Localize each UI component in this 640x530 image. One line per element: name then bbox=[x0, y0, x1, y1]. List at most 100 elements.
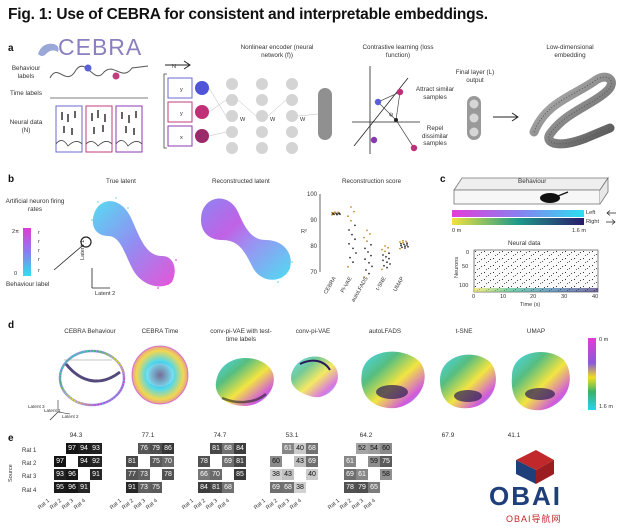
matrix-cell: 75 bbox=[150, 482, 162, 493]
psi-label: ψ bbox=[389, 112, 393, 118]
score-point bbox=[388, 257, 390, 260]
panel-a-label: a bbox=[8, 43, 14, 54]
score-point bbox=[355, 252, 357, 254]
source-axis-label: Source bbox=[8, 464, 14, 482]
matrix-cell bbox=[270, 443, 282, 454]
matrix-cell: 94 bbox=[78, 443, 90, 454]
matrix-cell bbox=[344, 443, 356, 454]
matrix-cell: 69 bbox=[270, 482, 282, 493]
score-point bbox=[363, 276, 365, 279]
matrix-cell: 75 bbox=[380, 456, 392, 467]
score-point bbox=[363, 236, 365, 239]
matrix-cell: 75 bbox=[150, 456, 162, 467]
true-latent-plot bbox=[91, 197, 177, 289]
matrix-cell: 96 bbox=[66, 482, 78, 493]
score-ytick: 80 bbox=[310, 244, 317, 250]
score-point bbox=[348, 229, 350, 231]
matrix-cell: 61 bbox=[282, 443, 294, 454]
score-point bbox=[386, 266, 388, 269]
matrix-cell bbox=[162, 482, 174, 493]
xtick-10: 10 bbox=[500, 294, 507, 300]
neural-data-title: Neural data bbox=[508, 240, 541, 247]
matrix-cell: 77 bbox=[126, 469, 138, 480]
score-point bbox=[404, 247, 406, 249]
d-title-autolfads: autoLFADS bbox=[368, 328, 402, 335]
matrix-cell: 81 bbox=[210, 443, 222, 454]
score-point bbox=[401, 246, 403, 249]
r4-label: r bbox=[38, 257, 40, 263]
panel-b-label: b bbox=[8, 174, 15, 185]
score-point bbox=[388, 252, 390, 255]
score-ylabel: R² bbox=[301, 229, 307, 235]
embedding-title: Low-dimensional embedding bbox=[546, 44, 594, 59]
score-point bbox=[351, 233, 353, 236]
matrix-cell: 52 bbox=[356, 443, 368, 454]
embedding-umap bbox=[511, 352, 570, 411]
matrix-score: 74.7 bbox=[213, 432, 227, 439]
score-point bbox=[404, 245, 406, 248]
xtick-30: 30 bbox=[561, 294, 568, 300]
matrix-cell: 38 bbox=[270, 469, 282, 480]
matrix-cell: 61 bbox=[344, 456, 356, 467]
matrix-cell bbox=[198, 443, 210, 454]
cebra-logo-mark bbox=[38, 43, 59, 56]
behaviour-labels-text: Behaviour labels bbox=[11, 65, 41, 80]
score-point bbox=[364, 247, 366, 250]
score-umap: 41.1 bbox=[507, 432, 521, 439]
score-point bbox=[364, 258, 366, 261]
d-cbar-top: 0 m bbox=[599, 337, 609, 343]
matrix-cell bbox=[150, 469, 162, 480]
arrow-2 bbox=[493, 112, 519, 122]
matrix-cell bbox=[222, 469, 234, 480]
pos-1-6-label: 1.6 m bbox=[572, 228, 586, 234]
matrix-cell: 68 bbox=[222, 443, 234, 454]
raster-plot bbox=[473, 249, 599, 293]
n-label: N bbox=[172, 64, 177, 70]
watermark-brand: OBAI bbox=[489, 481, 562, 511]
d-axis-latent3: Latent 3 bbox=[28, 404, 45, 409]
encoder-title: Nonlinear encoder (neural network (f)) bbox=[240, 44, 314, 59]
matrix-cell: 76 bbox=[138, 443, 150, 454]
d-axis-latent2: Latent 2 bbox=[62, 414, 79, 419]
score-point bbox=[348, 242, 350, 245]
matrix-cell: 38 bbox=[294, 482, 306, 493]
matrix-cell: 54 bbox=[368, 443, 380, 454]
score-ytick: 70 bbox=[310, 270, 317, 276]
d-axis-latent1: Latent 1 bbox=[44, 408, 61, 413]
matrix-cell: 97 bbox=[66, 443, 78, 454]
matrix-cell: 60 bbox=[380, 443, 392, 454]
d-cbar-bottom: 1.6 m bbox=[599, 404, 613, 410]
attract-text: Attract similar samples bbox=[415, 86, 455, 101]
matrix-cell: 43 bbox=[294, 456, 306, 467]
matrix-cell bbox=[234, 482, 246, 493]
contrastive-diagram bbox=[352, 66, 420, 154]
matrix-cell: 78 bbox=[162, 469, 174, 480]
repel-text: Repel dissimilar samples bbox=[421, 125, 449, 147]
score-ytick: 90 bbox=[310, 218, 317, 224]
x-label: x bbox=[180, 135, 183, 141]
score-point bbox=[407, 245, 409, 248]
direction-arrows bbox=[606, 210, 616, 225]
matrix-cell: 70 bbox=[210, 469, 222, 480]
panel-e-label: e bbox=[8, 433, 14, 444]
score-point bbox=[366, 240, 368, 243]
matrix-cell: 81 bbox=[234, 456, 246, 467]
matrix-cell: 68 bbox=[306, 443, 318, 454]
d-title-cebra-behaviour: CEBRA Behaviour bbox=[64, 328, 116, 335]
matrix-cell: 58 bbox=[380, 469, 392, 480]
matrix-cell: 93 bbox=[54, 469, 66, 480]
score-point bbox=[382, 254, 384, 256]
panel-d-label: d bbox=[8, 320, 15, 331]
pos-0-label: 0 m bbox=[452, 228, 462, 234]
matrix-cell: 96 bbox=[66, 469, 78, 480]
score-point bbox=[354, 224, 356, 227]
score-point bbox=[384, 250, 386, 253]
score-point bbox=[399, 247, 401, 250]
row-rat2: Rat 2 bbox=[22, 461, 37, 467]
w1-label: W bbox=[240, 117, 246, 123]
score-point bbox=[347, 215, 349, 218]
score-point bbox=[349, 256, 351, 259]
matrix-cell bbox=[78, 469, 90, 480]
xtick-40: 40 bbox=[592, 294, 599, 300]
